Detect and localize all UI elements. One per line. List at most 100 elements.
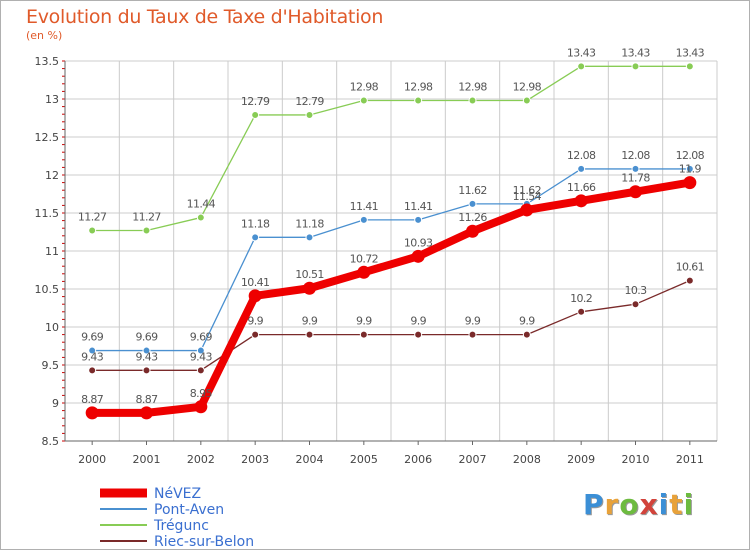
data-label: 11.62 bbox=[513, 184, 542, 197]
data-point bbox=[251, 110, 260, 119]
x-tick-label: 2008 bbox=[513, 453, 541, 466]
data-label: 10.72 bbox=[350, 252, 379, 265]
chart-title: Evolution du Taux de Taxe d'Habitation bbox=[26, 6, 384, 28]
y-tick-label: 11 bbox=[45, 245, 59, 258]
data-point bbox=[685, 276, 694, 285]
data-label: 10.2 bbox=[570, 292, 592, 305]
data-label: 10.51 bbox=[295, 268, 324, 281]
axes: 8.5 9 9.5 10 10.5 11 11.5 12 12.5 13 13.5 2000 2001 2… bbox=[35, 55, 717, 466]
data-point bbox=[522, 96, 531, 105]
chart-subtitle: (en %) bbox=[26, 29, 63, 42]
grid-lines bbox=[64, 60, 718, 442]
data-point bbox=[305, 233, 314, 242]
data-point bbox=[574, 194, 588, 208]
y-tick-label: 10 bbox=[45, 321, 59, 334]
data-point bbox=[303, 281, 316, 295]
data-point bbox=[359, 96, 368, 105]
logo-letter: r bbox=[604, 488, 620, 521]
data-point bbox=[357, 265, 371, 279]
data-label: 8.87 bbox=[81, 393, 104, 406]
y-tick-label: 12 bbox=[45, 169, 59, 182]
series-line bbox=[91, 65, 691, 232]
data-point bbox=[305, 330, 314, 339]
data-label: 12.08 bbox=[676, 149, 705, 162]
y-tick-label: 9 bbox=[52, 397, 59, 410]
data-label: 11.18 bbox=[241, 217, 270, 230]
legend-item: NéVEZ bbox=[100, 486, 201, 502]
y-tick-label: 13.5 bbox=[35, 55, 60, 68]
data-label: 11.41 bbox=[404, 200, 433, 213]
x-tick-label: 2007 bbox=[459, 453, 487, 466]
data-label: 11.27 bbox=[78, 210, 107, 223]
data-label: 10.41 bbox=[241, 276, 270, 289]
data-point bbox=[196, 366, 205, 375]
legend-label: NéVEZ bbox=[154, 486, 201, 502]
data-label: 9.69 bbox=[81, 331, 104, 344]
data-point bbox=[522, 330, 531, 339]
data-label: 9.9 bbox=[410, 315, 426, 328]
data-label: 13.43 bbox=[567, 46, 596, 59]
data-point bbox=[88, 366, 97, 375]
y-tick-label: 11.5 bbox=[35, 207, 60, 220]
data-label: 8.95 bbox=[190, 387, 213, 400]
data-label: 8.87 bbox=[135, 393, 158, 406]
data-point bbox=[577, 164, 586, 173]
logo-letter: P bbox=[583, 488, 605, 521]
data-point bbox=[411, 249, 425, 263]
proxiti-logo: Proxiti bbox=[583, 488, 694, 521]
data-point bbox=[631, 62, 640, 71]
data-point bbox=[142, 346, 151, 355]
data-point bbox=[196, 213, 205, 222]
logo-letter: i bbox=[683, 488, 695, 521]
series-3: 9.43 9.43 9.43 9.9 9.9 9.9 9.9 9.9 9.9 10.2 10.3 10… bbox=[81, 261, 705, 375]
data-point bbox=[359, 215, 368, 224]
x-tick-label: 2004 bbox=[296, 453, 324, 466]
data-point bbox=[305, 110, 314, 119]
data-label: 11.9 bbox=[679, 163, 702, 176]
data-point bbox=[577, 307, 586, 316]
data-point bbox=[683, 176, 697, 190]
series-0: 8.87 8.87 8.95 10.41 10.51 10.72 10.93 11.26 11.… bbox=[81, 163, 702, 420]
data-label: 11.62 bbox=[458, 184, 487, 197]
data-point bbox=[196, 346, 205, 355]
data-label: 11.44 bbox=[187, 198, 216, 211]
data-point bbox=[248, 289, 262, 303]
data-point bbox=[685, 164, 694, 173]
data-point bbox=[466, 224, 479, 238]
data-point bbox=[251, 233, 260, 242]
data-label: 12.79 bbox=[241, 95, 270, 108]
series-line bbox=[91, 279, 691, 371]
series-2: 11.27 11.27 11.44 12.79 12.79 12.98 12.98 12.98… bbox=[78, 46, 705, 235]
series-1: 9.69 9.69 9.69 11.18 11.18 11.41 11.41 11.62 11.… bbox=[81, 149, 705, 355]
legend-item: Riec-sur-Belon bbox=[100, 534, 254, 550]
x-tick-label: 2003 bbox=[241, 453, 269, 466]
data-point bbox=[468, 96, 477, 105]
data-label: 12.98 bbox=[513, 81, 542, 94]
data-label: 9.69 bbox=[190, 331, 213, 344]
x-tick-label: 2001 bbox=[133, 453, 161, 466]
legend-item: Trégunc bbox=[100, 518, 209, 534]
data-label: 9.43 bbox=[81, 350, 104, 363]
logo-letter: x bbox=[639, 488, 659, 521]
x-tick-label: 2000 bbox=[78, 453, 106, 466]
data-point bbox=[468, 199, 477, 208]
data-label: 11.18 bbox=[295, 217, 324, 230]
data-label: 9.69 bbox=[135, 331, 158, 344]
data-point bbox=[629, 185, 642, 199]
data-label: 11.26 bbox=[458, 211, 487, 224]
data-label: 12.98 bbox=[458, 81, 487, 94]
legend-label: Pont-Aven bbox=[154, 502, 224, 518]
data-label: 9.43 bbox=[190, 350, 213, 363]
data-point bbox=[631, 300, 640, 309]
x-tick-label: 2005 bbox=[350, 453, 378, 466]
data-point bbox=[140, 406, 153, 420]
logo-letter: t bbox=[669, 488, 684, 521]
series-line bbox=[91, 168, 691, 352]
data-point bbox=[631, 164, 640, 173]
data-label: 11.41 bbox=[350, 200, 379, 213]
data-point bbox=[414, 330, 423, 339]
data-point bbox=[88, 346, 97, 355]
data-label: 11.78 bbox=[621, 172, 650, 185]
